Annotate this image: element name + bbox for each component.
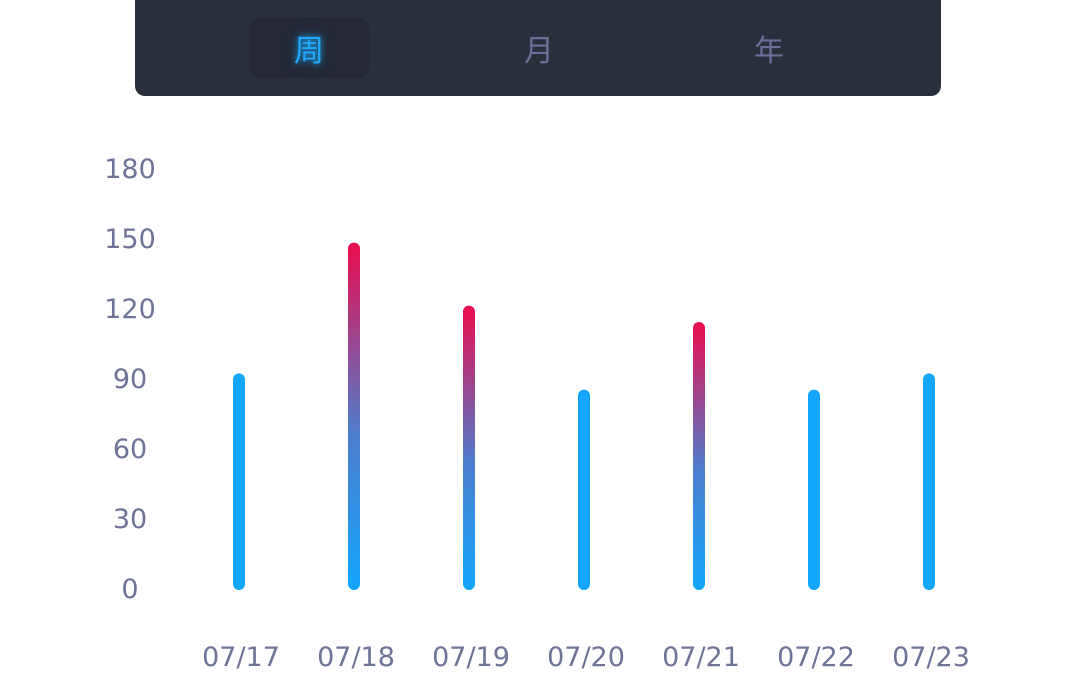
tab-year[interactable]: 年 — [754, 34, 784, 69]
x-tick-label: 07/21 — [662, 642, 740, 673]
y-tick-label: 180 — [104, 154, 156, 185]
x-tick-label: 07/18 — [317, 642, 395, 673]
y-tick-label: 150 — [104, 224, 156, 255]
bar-07-23 — [923, 373, 935, 590]
tab-week[interactable]: 周 — [249, 18, 369, 78]
bar-07-22 — [808, 389, 820, 590]
x-tick-label: 07/19 — [432, 642, 510, 673]
bars — [233, 242, 935, 590]
x-tick-label: 07/17 — [202, 642, 280, 673]
y-tick-label: 120 — [104, 294, 156, 325]
bar-07-18 — [348, 242, 360, 590]
bar-07-21 — [693, 322, 705, 590]
period-tab-bar: 周 月 年 — [135, 0, 941, 96]
y-tick-label: 0 — [121, 574, 138, 605]
x-tick-label: 07/23 — [892, 642, 970, 673]
y-axis: 0 30 60 90 120 150 180 — [104, 154, 156, 605]
x-tick-label: 07/22 — [777, 642, 855, 673]
tab-month[interactable]: 月 — [524, 34, 554, 69]
x-axis: 07/17 07/18 07/19 07/20 07/21 07/22 07/23 — [202, 642, 970, 673]
y-tick-label: 60 — [113, 434, 147, 465]
y-tick-label: 90 — [113, 364, 147, 395]
bar-07-17 — [233, 373, 245, 590]
y-tick-label: 30 — [113, 504, 147, 535]
bar-07-20 — [578, 389, 590, 590]
x-tick-label: 07/20 — [547, 642, 625, 673]
bar-07-19 — [463, 305, 475, 590]
